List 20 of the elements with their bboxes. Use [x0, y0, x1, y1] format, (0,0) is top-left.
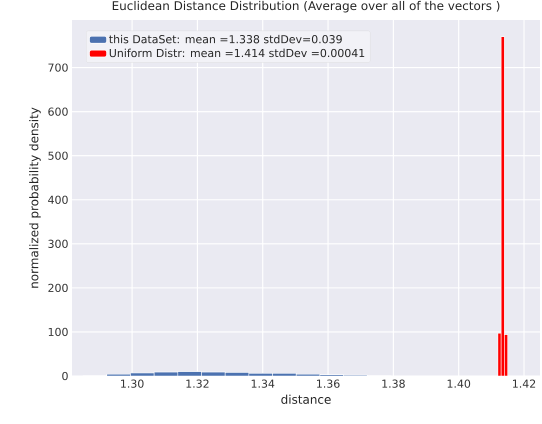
x-axis-title: distance — [281, 394, 331, 404]
chart-title: Euclidean Distance Distribution (Average over all of the vectors ) — [112, 0, 500, 12]
x-tick-label: 1.36 — [317, 380, 340, 388]
x-tick-label: 1.32 — [186, 380, 209, 388]
x-tick-label: 1.38 — [382, 380, 405, 388]
y-tick-label: 500 — [48, 152, 68, 160]
y-tick-label: 600 — [48, 108, 68, 116]
y-tick-label: 200 — [48, 284, 68, 292]
x-tick-label: 1.30 — [121, 380, 144, 388]
x-tick-label: 1.34 — [252, 380, 274, 388]
y-tick-label: 300 — [48, 240, 68, 248]
y-tick-label: 700 — [48, 63, 68, 72]
legend-label: this DataSet: mean =1.338 stdDev=0.039 — [109, 34, 342, 44]
y-tick-label: 100 — [48, 328, 68, 336]
x-tick-label: 1.42 — [513, 380, 536, 388]
x-tick-label: 1.40 — [448, 380, 470, 388]
y-axis-title: normalized probability density — [29, 108, 41, 288]
y-tick-label: 0 — [62, 372, 68, 380]
legend-label: Uniform Distr: mean =1.414 stdDev =0.00041 — [110, 48, 364, 58]
y-tick-label: 400 — [48, 196, 68, 204]
